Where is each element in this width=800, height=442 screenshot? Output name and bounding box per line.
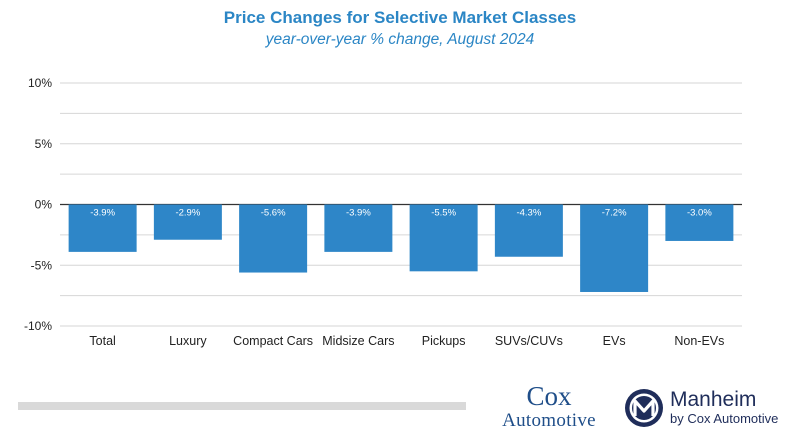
manheim-m-icon	[625, 389, 663, 427]
bar	[409, 204, 478, 272]
data-label: -5.5%	[431, 208, 456, 219]
chart-subtitle: year-over-year % change, August 2024	[265, 31, 535, 48]
x-category-label: Pickups	[422, 334, 466, 348]
x-category-label: Compact Cars	[233, 334, 313, 348]
footer-divider	[18, 402, 466, 410]
y-tick-label: -10%	[24, 319, 52, 333]
data-label: -3.0%	[687, 208, 712, 219]
bar	[324, 204, 393, 252]
y-tick-label: 0%	[35, 198, 53, 212]
x-category-label: Luxury	[169, 334, 207, 348]
bar	[68, 204, 137, 252]
data-label: -4.3%	[516, 208, 541, 219]
x-category-label: SUVs/CUVs	[495, 334, 563, 348]
x-category-label: Total	[89, 334, 115, 348]
x-category-label: Non-EVs	[674, 334, 724, 348]
bar	[665, 204, 734, 241]
bar	[580, 204, 649, 292]
bar	[494, 204, 563, 257]
x-category-label: Midsize Cars	[322, 334, 394, 348]
data-label: -3.9%	[346, 208, 371, 219]
data-label: -7.2%	[602, 208, 627, 219]
bar-chart: 10% 5% 0% -5% -10% -3.9% Total -2.9% Luxury -5.6%…	[24, 76, 742, 348]
x-category-label: EVs	[603, 334, 626, 348]
data-label: -3.9%	[90, 208, 115, 219]
bar	[239, 204, 308, 273]
y-tick-label: 10%	[28, 76, 52, 90]
bar	[153, 204, 222, 240]
chart-title: Price Changes for Selective Market Class…	[223, 8, 577, 27]
manheim-subtitle: by Cox Automotive	[670, 411, 779, 426]
manheim-name: Manheim	[670, 388, 757, 411]
y-tick-label: -5%	[31, 258, 53, 272]
data-label: -2.9%	[175, 208, 200, 219]
cox-automotive-logo: Cox Automotive	[486, 381, 612, 431]
cox-logo-text: Cox	[526, 381, 572, 411]
y-tick-label: 5%	[35, 137, 53, 151]
data-label: -5.6%	[261, 208, 286, 219]
automotive-logo-text: Automotive	[502, 410, 596, 431]
